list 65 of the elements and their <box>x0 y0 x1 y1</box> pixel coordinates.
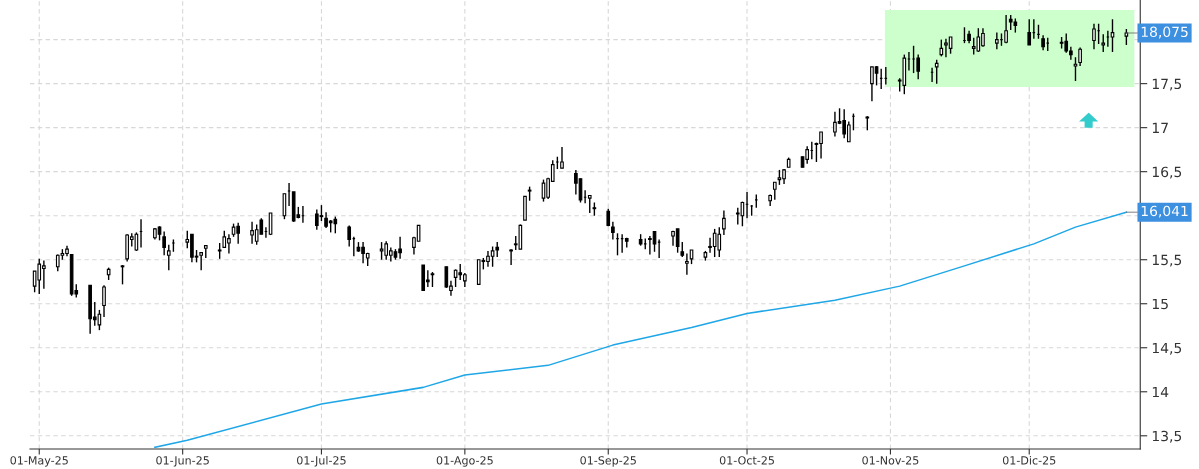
candlestick <box>874 65 879 87</box>
candlestick <box>685 252 689 276</box>
candlestick <box>444 266 449 289</box>
y-tick-label: 16,5 <box>1152 166 1182 179</box>
y-tick-label: 13,5 <box>1152 430 1182 443</box>
x-tick-label: 01-Sep-25 <box>580 456 636 467</box>
candlestick <box>120 264 125 286</box>
candlestick <box>347 224 352 248</box>
y-tick-label: 17 <box>1152 122 1168 133</box>
x-tick-label: 01-Nov-25 <box>862 456 919 465</box>
x-tick-label: 01-May-25 <box>10 456 68 467</box>
y-tick-label: 14,5 <box>1152 342 1182 355</box>
line-series <box>154 211 1128 449</box>
candlestick <box>740 200 745 227</box>
candlestick <box>842 108 847 139</box>
candlestick <box>1092 23 1096 50</box>
x-tick-label: 01-Dic-25 <box>1002 455 1056 465</box>
candlestick <box>518 223 523 250</box>
candlestick <box>523 195 527 221</box>
y-tick-label: 15,5 <box>1152 254 1182 267</box>
x-tick-label: 01-Jun-25 <box>156 456 209 467</box>
candlestick <box>162 230 166 257</box>
candlestick <box>1004 14 1008 44</box>
x-tick-label: 01-Oct-25 <box>719 456 774 465</box>
candlestick <box>976 27 981 53</box>
candlestick <box>870 66 874 102</box>
candlestick <box>37 258 42 295</box>
candlestick <box>675 228 680 254</box>
candlestick <box>833 111 837 138</box>
candlestick <box>384 240 389 261</box>
candlestick <box>1027 18 1032 46</box>
candlestick <box>560 146 564 169</box>
candlestick <box>574 169 578 196</box>
annotation: 16,041 <box>1141 205 1188 218</box>
candlestick <box>236 222 240 245</box>
candlestick <box>97 309 102 331</box>
candlestick <box>254 223 259 246</box>
candlestick <box>314 208 319 231</box>
candlestick <box>717 226 722 258</box>
y-tick-label: 17,5 <box>1152 78 1182 91</box>
candlestick <box>722 209 726 236</box>
candlestick <box>1064 32 1069 54</box>
candlestick <box>1078 46 1082 67</box>
x-tick-label: 01-Ago-25 <box>436 456 493 467</box>
candlestick <box>398 236 402 260</box>
candlestick <box>199 251 203 271</box>
candlestick <box>846 120 851 143</box>
y-tick-label: 14 <box>1152 386 1169 398</box>
candlestick <box>1110 18 1115 53</box>
candlestick <box>490 245 495 268</box>
candlestick <box>648 235 652 256</box>
candlestick <box>911 45 916 74</box>
candlestick <box>995 31 999 50</box>
candlestick <box>509 248 513 266</box>
candlestick <box>819 131 823 160</box>
x-tick-label: 01-Jul-25 <box>297 455 346 467</box>
candlestick <box>934 59 939 85</box>
candlestick <box>134 231 139 252</box>
candlestick <box>712 228 717 258</box>
candlestick <box>166 244 171 271</box>
candlestick <box>1073 56 1078 82</box>
annotation: 18,075 <box>1141 26 1188 39</box>
candlestick <box>102 284 106 318</box>
y-tick-label: 15 <box>1152 298 1168 310</box>
candlestick <box>916 53 921 80</box>
